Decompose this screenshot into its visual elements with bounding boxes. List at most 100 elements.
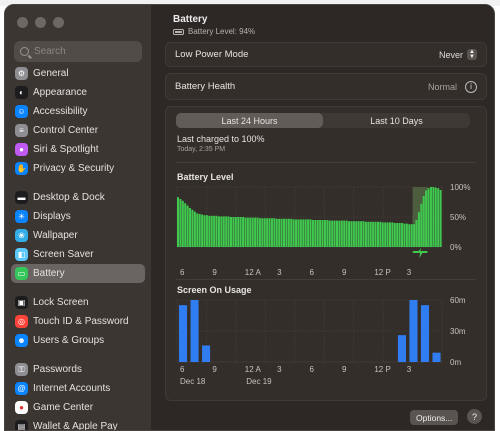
screen-usage-bar (432, 352, 441, 362)
sidebar-item-lock-screen[interactable]: ▣ Lock Screen (11, 293, 145, 312)
battery-level-bar (345, 220, 348, 247)
time-range-segmented-control: Last 24 Hours Last 10 Days (176, 113, 470, 128)
battery-level-bar (372, 221, 375, 247)
sidebar-item-desktop-dock[interactable]: ▬ Desktop & Dock (11, 188, 145, 207)
sidebar-item-siri-spotlight[interactable]: ● Siri & Spotlight (11, 140, 145, 159)
search-field[interactable] (14, 41, 142, 62)
wallet-icon: ▤ (15, 420, 28, 430)
gear-icon: ⚙ (15, 67, 28, 80)
y-tick-label: 30m (450, 327, 466, 336)
low-power-mode-select[interactable]: Never ▲ ▼ (439, 49, 477, 60)
accessibility-icon: ☺ (15, 105, 28, 118)
battery-level-bar (261, 218, 264, 247)
battery-level-bar (323, 220, 326, 247)
battery-level-bar (304, 219, 307, 247)
battery-level-bar (268, 218, 271, 247)
battery-level-bar (184, 203, 187, 247)
battery-level-bar (439, 190, 442, 247)
battery-level-chart: 100% 50% 0% 6 9 12 A 3 6 9 12 P 3 (176, 183, 470, 277)
last-charged-date: Today, 2:35 PM (177, 146, 226, 153)
battery-level-bar (196, 213, 199, 247)
x-tick-label: 3 (407, 365, 412, 374)
screen-on-usage-chart-title: Screen On Usage (177, 285, 252, 295)
battery-level-bar (427, 188, 430, 247)
x-tick-label: 3 (277, 365, 282, 374)
sidebar-item-game-center[interactable]: ● Game Center (11, 398, 145, 417)
battery-level-bar (263, 218, 266, 247)
battery-level-bar (434, 187, 437, 247)
battery-level-bar (352, 221, 355, 247)
battery-level-bar (254, 217, 257, 247)
x-tick-label: 3 (277, 268, 282, 277)
x-date-label: Dec 19 (246, 377, 272, 386)
battery-level-bar (381, 222, 384, 247)
battery-level-bar (278, 218, 281, 247)
battery-level-bar (225, 216, 228, 247)
sidebar-item-control-center[interactable]: ≡ Control Center (11, 121, 145, 140)
sidebar-item-passwords[interactable]: ⚿ Passwords (11, 360, 145, 379)
key-icon: ⚿ (15, 363, 28, 376)
battery-level-bar (376, 221, 379, 247)
sidebar-item-screen-saver[interactable]: ◧ Screen Saver (11, 245, 145, 264)
sidebar-item-wallpaper[interactable]: ❀ Wallpaper (11, 226, 145, 245)
sidebar-item-touch-id-password[interactable]: ◎ Touch ID & Password (11, 312, 145, 331)
battery-level-bar (242, 217, 245, 247)
battery-level-bar (408, 224, 411, 247)
tab-last-24-hours[interactable]: Last 24 Hours (176, 113, 323, 128)
sidebar-item-wallet-apple-pay[interactable]: ▤ Wallet & Apple Pay (11, 417, 145, 431)
screen-saver-icon: ◧ (15, 248, 28, 261)
divider (176, 162, 476, 163)
battery-level-bar (309, 219, 312, 247)
zoom-button[interactable] (53, 17, 64, 28)
battery-level-bar (222, 216, 225, 247)
minimize-button[interactable] (35, 17, 46, 28)
screen-usage-bar (397, 335, 406, 362)
sidebar-item-label: Appearance (33, 87, 87, 98)
sidebar-item-accessibility[interactable]: ☺ Accessibility (11, 102, 145, 121)
sidebar-item-label: Wallet & Apple Pay (33, 421, 118, 431)
battery-level-bar (413, 224, 416, 247)
battery-level-bar (230, 217, 233, 247)
battery-level-bar (181, 200, 184, 247)
battery-level-bar (189, 208, 192, 247)
y-tick-label: 50% (450, 213, 466, 222)
battery-level-bar (270, 218, 273, 247)
tab-last-10-days[interactable]: Last 10 Days (370, 115, 423, 126)
sidebar-item-label: Desktop & Dock (33, 192, 105, 203)
sidebar-item-users-groups[interactable]: ☻ Users & Groups (11, 331, 145, 350)
sidebar-item-general[interactable]: ⚙ General (11, 64, 145, 83)
battery-level-bar (307, 219, 310, 247)
sidebar-item-displays[interactable]: ☀ Displays (11, 207, 145, 226)
battery-level-bar (429, 187, 432, 247)
y-tick-label: 0% (450, 243, 462, 252)
battery-level-bar (369, 221, 372, 247)
battery-level-bar (319, 220, 322, 247)
sidebar-item-label: Accessibility (33, 106, 88, 117)
sidebar-item-appearance[interactable]: ◐ Appearance (11, 83, 145, 102)
sidebar-item-battery[interactable]: ▭ Battery (11, 264, 145, 283)
sidebar-item-label: Game Center (33, 402, 94, 413)
display-icon: ☀ (15, 210, 28, 223)
x-tick-label: 12 P (374, 268, 390, 277)
battery-level-bar (283, 218, 286, 247)
y-tick-label: 100% (450, 183, 470, 192)
battery-health-value: Normal (427, 81, 457, 92)
sidebar-item-label: Lock Screen (33, 297, 89, 308)
background-page (0, 0, 500, 6)
battery-level-bar (367, 221, 370, 247)
help-button[interactable]: ? (467, 409, 482, 424)
options-button[interactable]: Options... (410, 410, 459, 425)
battery-level-bar (314, 220, 317, 247)
info-icon[interactable]: i (465, 80, 477, 93)
sidebar-item-internet-accounts[interactable]: @ Internet Accounts (11, 379, 145, 398)
sidebar-item-privacy-security[interactable]: ✋ Privacy & Security (11, 159, 145, 178)
search-input[interactable] (34, 46, 134, 57)
x-tick-label: 12 P (374, 365, 390, 374)
battery-level-bar (422, 196, 425, 247)
game-center-icon: ● (15, 401, 28, 414)
battery-level-bar (295, 219, 298, 247)
page-title: Battery (173, 14, 208, 25)
battery-level-bar (280, 218, 283, 247)
battery-level-bar (266, 218, 269, 247)
close-button[interactable] (17, 17, 28, 28)
